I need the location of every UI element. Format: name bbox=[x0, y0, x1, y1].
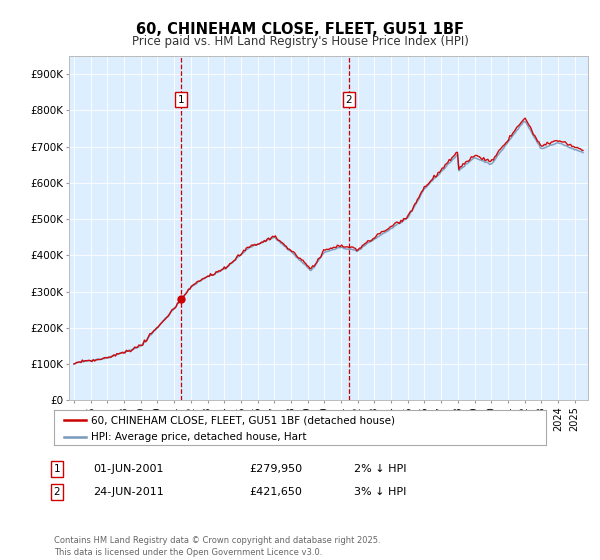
Text: 1: 1 bbox=[53, 464, 61, 474]
Text: 24-JUN-2011: 24-JUN-2011 bbox=[93, 487, 164, 497]
Text: £279,950: £279,950 bbox=[249, 464, 302, 474]
Text: £421,650: £421,650 bbox=[249, 487, 302, 497]
Text: 3% ↓ HPI: 3% ↓ HPI bbox=[354, 487, 406, 497]
Text: 2% ↓ HPI: 2% ↓ HPI bbox=[354, 464, 407, 474]
Text: Price paid vs. HM Land Registry's House Price Index (HPI): Price paid vs. HM Land Registry's House … bbox=[131, 35, 469, 48]
Text: 2: 2 bbox=[346, 95, 352, 105]
Text: 60, CHINEHAM CLOSE, FLEET, GU51 1BF (detached house): 60, CHINEHAM CLOSE, FLEET, GU51 1BF (det… bbox=[91, 415, 395, 425]
Text: Contains HM Land Registry data © Crown copyright and database right 2025.
This d: Contains HM Land Registry data © Crown c… bbox=[54, 536, 380, 557]
Text: 01-JUN-2001: 01-JUN-2001 bbox=[93, 464, 163, 474]
Text: HPI: Average price, detached house, Hart: HPI: Average price, detached house, Hart bbox=[91, 432, 307, 441]
Text: 1: 1 bbox=[178, 95, 184, 105]
Text: 60, CHINEHAM CLOSE, FLEET, GU51 1BF: 60, CHINEHAM CLOSE, FLEET, GU51 1BF bbox=[136, 22, 464, 38]
Text: 2: 2 bbox=[53, 487, 61, 497]
